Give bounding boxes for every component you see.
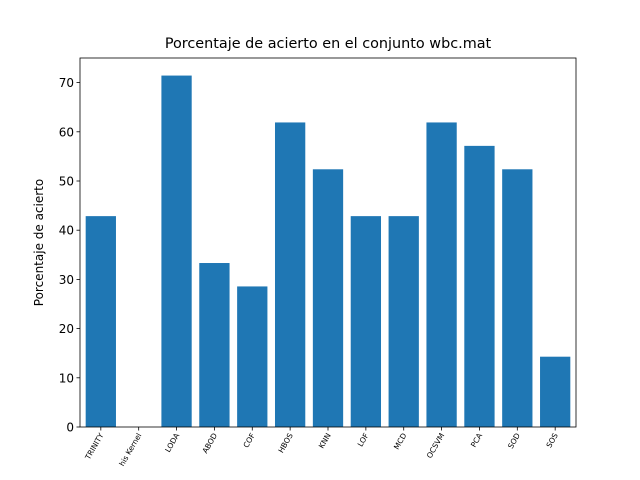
y-tick-label: 50: [59, 175, 74, 189]
bar: [426, 122, 457, 428]
bar: [85, 216, 116, 427]
bar: [350, 216, 382, 427]
y-tick-label: 30: [59, 273, 74, 287]
bar: [199, 263, 230, 427]
y-tick-label: 20: [59, 322, 74, 336]
y-tick-label: 70: [59, 76, 74, 90]
bar: [161, 75, 192, 428]
plot-frame: [79, 57, 577, 428]
chart-title: Porcentaje de acierto en el conjunto wbc…: [165, 36, 492, 52]
bar: [388, 216, 419, 427]
y-axis-label: Porcentaje de acierto: [32, 179, 46, 306]
bar: [274, 122, 306, 428]
y-tick-label: 0: [66, 421, 74, 435]
bar: [502, 169, 533, 427]
y-tick-label: 40: [59, 224, 74, 238]
bar: [237, 286, 268, 427]
bar: [312, 169, 344, 427]
bar: [540, 356, 571, 427]
bar: [464, 145, 495, 427]
y-tick-label: 10: [59, 371, 74, 385]
y-tick-label: 60: [59, 125, 74, 139]
